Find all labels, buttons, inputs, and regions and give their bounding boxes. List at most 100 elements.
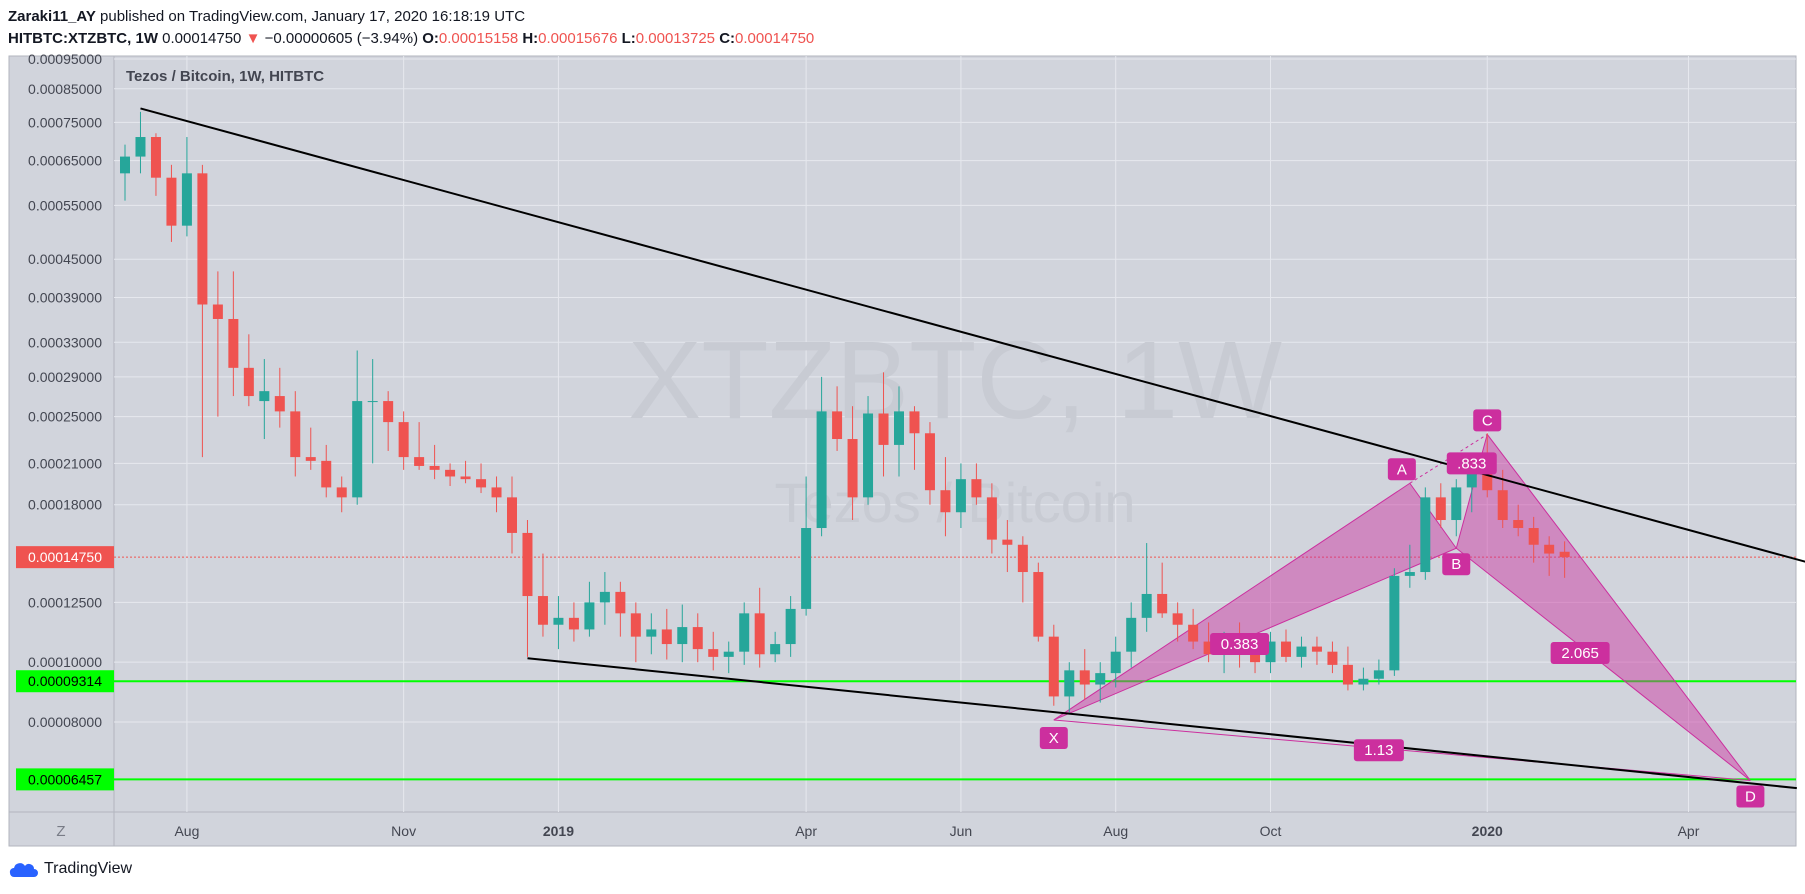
candle — [491, 476, 502, 513]
candle — [986, 483, 997, 554]
candle — [507, 476, 517, 554]
candle — [894, 386, 904, 477]
time-tick-label: Aug — [174, 823, 199, 839]
candle-body — [863, 413, 874, 498]
candle — [1513, 504, 1524, 537]
price-tick-label: 0.00033000 — [28, 334, 102, 350]
candle — [398, 411, 409, 470]
candle-body — [1373, 670, 1384, 679]
candle-body — [832, 411, 843, 440]
grid — [114, 56, 1796, 812]
price-tick-label: 0.00095000 — [28, 51, 102, 67]
price-tick-label: 0.00045000 — [28, 251, 102, 267]
candle-body — [847, 439, 858, 498]
candle — [708, 631, 719, 671]
candle-body — [661, 629, 672, 645]
candle-body — [1172, 613, 1183, 625]
candle — [785, 596, 796, 657]
candle-body — [1110, 651, 1121, 674]
point-label-b-box — [1442, 553, 1471, 576]
price-tick-label: 0.00029000 — [28, 369, 102, 385]
candle-body — [120, 156, 130, 174]
candle-body — [259, 391, 270, 402]
candle-body — [1389, 575, 1400, 671]
candle — [367, 359, 378, 464]
candle — [1048, 624, 1059, 706]
axis-mode-button[interactable]: Z — [56, 823, 65, 840]
publisher-name[interactable]: Zaraki11_AY — [8, 8, 96, 25]
candle-body — [677, 627, 688, 645]
price-axis[interactable]: 0.00095000 0.00085000 0.00075000 0.00065000… — [28, 51, 102, 730]
candle-body — [1033, 572, 1044, 637]
point-label-x: X — [1049, 730, 1059, 747]
candle-body — [1451, 487, 1462, 521]
candle-body — [1126, 617, 1137, 652]
candle-body — [274, 396, 285, 412]
chart-frame — [8, 55, 1797, 847]
candle — [1435, 483, 1446, 529]
point-label-c-box — [1473, 409, 1502, 432]
candle — [1126, 602, 1137, 668]
candle-body — [537, 596, 548, 625]
candle — [1311, 636, 1322, 665]
price-tick-label: 0.00021000 — [28, 455, 102, 471]
price-tick-label: 0.00085000 — [28, 81, 102, 97]
price-tick-label: 0.00008000 — [28, 714, 102, 730]
candle — [615, 581, 626, 637]
footer-brand[interactable]: TradingView — [8, 860, 132, 878]
axis-mode-label[interactable]: Z — [56, 823, 65, 840]
candle-body — [305, 457, 316, 461]
candle-body — [1327, 651, 1338, 665]
candles — [120, 111, 1570, 713]
candle-body — [1559, 551, 1570, 558]
candle-body — [1064, 670, 1075, 697]
candle — [336, 476, 347, 513]
point-label-c: C — [1482, 412, 1493, 429]
candle — [321, 444, 332, 498]
candle — [1528, 516, 1539, 563]
ratio-label-box — [1446, 452, 1497, 475]
candle-body — [630, 613, 641, 637]
candle-body — [476, 479, 487, 488]
candle-body — [801, 528, 812, 609]
candle-body — [197, 173, 208, 305]
candle — [1033, 562, 1044, 642]
candle-body — [568, 617, 579, 630]
chart-title: Tezos / Bitcoin, 1W, HITBTC — [126, 68, 324, 85]
tradingview-logo-icon — [9, 863, 38, 877]
candle — [754, 587, 765, 668]
candle-body — [522, 532, 533, 597]
candle-body — [878, 413, 889, 445]
candle-body — [383, 401, 394, 423]
candle-body — [1420, 497, 1431, 573]
candle — [476, 463, 487, 494]
candle — [1389, 568, 1400, 676]
time-axis[interactable]: AugNov2019AprJunAugOct2020AprJulSep2021 — [174, 823, 1805, 839]
candle-body — [367, 401, 378, 403]
candle-body — [181, 173, 192, 226]
candle-body — [723, 651, 734, 657]
candle-body — [1342, 664, 1353, 685]
candle-body — [1095, 673, 1106, 685]
level-label: 0.00009314 — [28, 673, 102, 689]
candle-body — [553, 617, 564, 625]
candle — [1544, 536, 1555, 576]
time-tick-label: Apr — [795, 823, 817, 839]
current-price-label: 0.00014750 — [28, 549, 102, 565]
high-label: H: — [522, 30, 539, 47]
candle-body — [1048, 636, 1059, 697]
level-label-box — [16, 670, 114, 693]
close-label: C: — [719, 30, 736, 47]
candle-body — [1017, 544, 1028, 573]
candle-body — [1079, 670, 1090, 685]
brand-name: TradingView — [44, 860, 133, 877]
candle — [197, 164, 208, 458]
candle-body — [1311, 646, 1322, 652]
candle — [801, 476, 812, 616]
level-label-box — [16, 768, 114, 791]
candle-body — [1188, 624, 1199, 642]
time-tick-label: Jun — [950, 823, 973, 839]
candle — [924, 422, 935, 505]
candle-body — [352, 401, 363, 498]
